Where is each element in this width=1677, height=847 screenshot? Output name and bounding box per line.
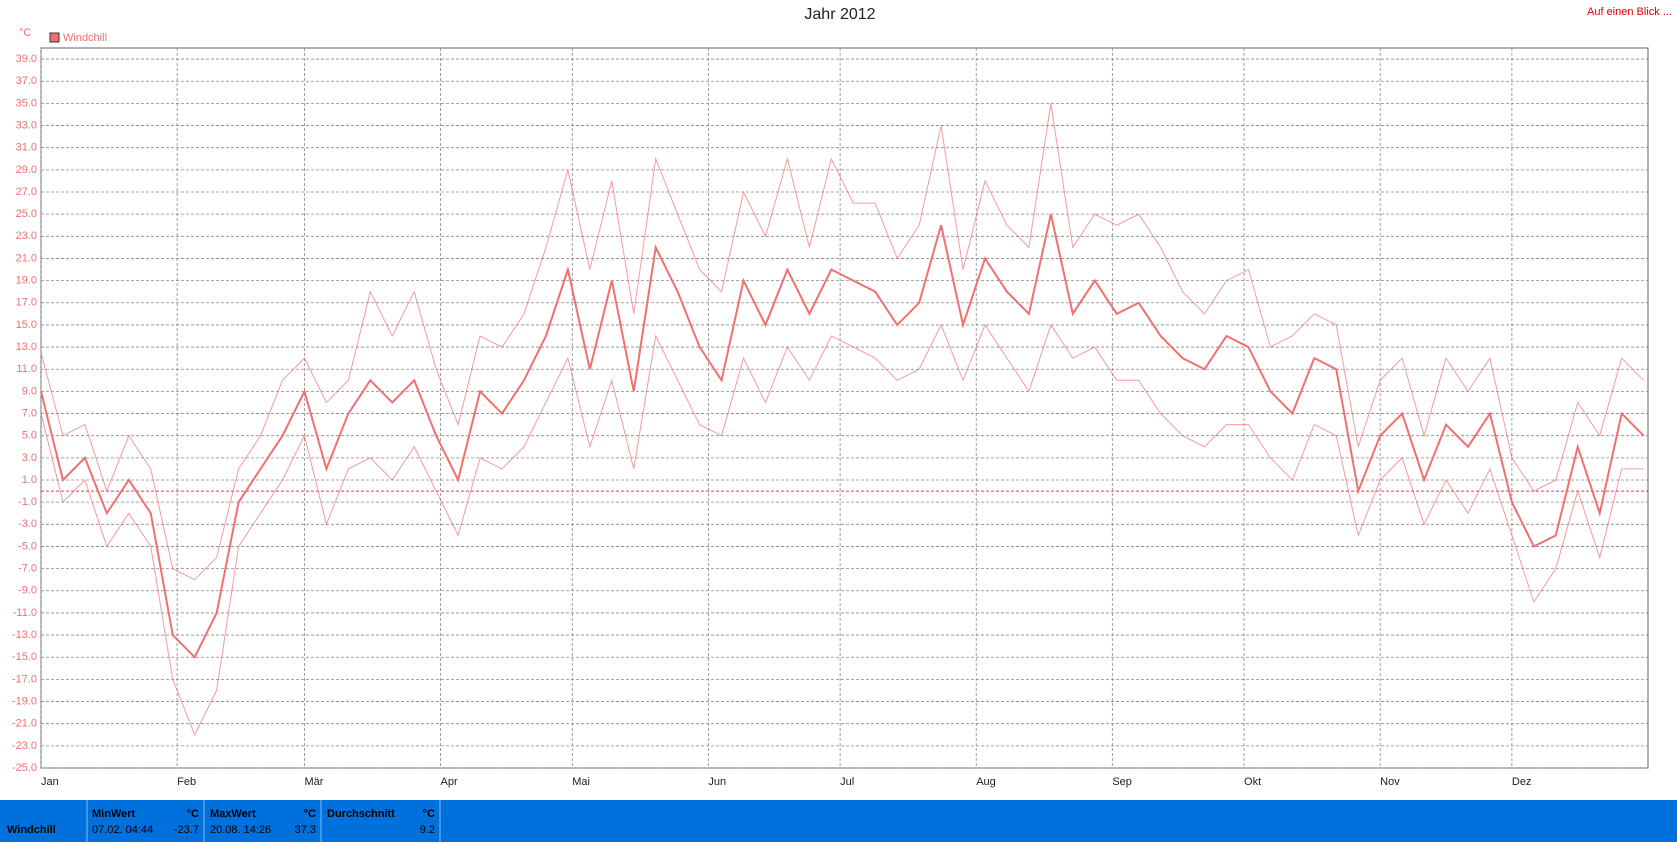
summary-title: MaxWert	[210, 808, 256, 820]
summary-row-label: Windchill	[7, 824, 56, 836]
x-tick-label: Nov	[1380, 776, 1400, 788]
x-tick-label: Okt	[1244, 776, 1261, 788]
y-tick-label: 13.0	[16, 341, 37, 353]
summary-title: Durchschnitt	[327, 808, 395, 820]
y-tick-label: 37.0	[16, 75, 37, 87]
y-tick-label: 17.0	[16, 297, 37, 309]
y-tick-label: -17.0	[12, 673, 37, 685]
y-tick-label: 39.0	[16, 53, 37, 65]
x-tick-label: Jan	[41, 776, 59, 788]
summary-title: MinWert	[92, 808, 136, 820]
plot-frame	[40, 47, 1649, 769]
legend-swatch	[49, 32, 60, 43]
y-tick-label: 11.0	[16, 363, 37, 375]
x-tick-label: Jun	[708, 776, 726, 788]
y-tick-label: 5.0	[22, 430, 37, 442]
series-line	[40, 323, 1644, 736]
summary-value: 37.3	[295, 824, 316, 836]
y-tick-label: 29.0	[16, 164, 37, 176]
summary-unit: °C	[304, 808, 316, 820]
summary-value: -23.7	[174, 824, 199, 836]
x-tick-label: Apr	[441, 776, 458, 788]
y-tick-label: 19.0	[16, 275, 37, 287]
summary-unit: °C	[423, 808, 435, 820]
summary-unit: °C	[187, 808, 199, 820]
y-tick-label: 1.0	[22, 474, 37, 486]
y-tick-label: 23.0	[16, 230, 37, 242]
overview-link[interactable]: Auf einen Blick ...	[1587, 6, 1672, 18]
y-tick-label: -3.0	[18, 518, 37, 530]
summary-bar	[0, 800, 1677, 842]
y-tick-label: -7.0	[18, 563, 37, 575]
summary-time: 07.02. 04:44	[92, 824, 153, 836]
x-tick-label: Mai	[572, 776, 590, 788]
y-tick-label: 15.0	[16, 319, 37, 331]
x-tick-label: Sep	[1112, 776, 1132, 788]
chart-title: Jahr 2012	[804, 6, 875, 23]
summary-time: 20.08. 14:26	[210, 824, 271, 836]
y-tick-label: 7.0	[22, 407, 37, 419]
x-tick-label: Dez	[1512, 776, 1532, 788]
legend-label: Windchill	[63, 32, 107, 44]
y-tick-label: -19.0	[12, 695, 37, 707]
y-tick-label: -23.0	[12, 740, 37, 752]
y-tick-label: 31.0	[16, 142, 37, 154]
unit-label: °C	[19, 27, 31, 39]
y-tick-label: -9.0	[18, 585, 37, 597]
y-tick-label: 33.0	[16, 119, 37, 131]
y-tick-label: -13.0	[12, 629, 37, 641]
y-tick-label: 25.0	[16, 208, 37, 220]
series-line	[40, 103, 1644, 581]
summary-value: 9.2	[420, 824, 435, 836]
y-tick-label: 3.0	[22, 452, 37, 464]
x-tick-label: Jul	[840, 776, 854, 788]
y-tick-label: -25.0	[12, 762, 37, 774]
y-tick-label: -15.0	[12, 651, 37, 663]
x-tick-label: Mär	[304, 776, 323, 788]
y-tick-label: -21.0	[12, 718, 37, 730]
x-tick-label: Aug	[976, 776, 996, 788]
x-tick-label: Feb	[177, 776, 196, 788]
y-tick-label: 27.0	[16, 186, 37, 198]
y-tick-label: -5.0	[18, 540, 37, 552]
y-tick-label: 35.0	[16, 97, 37, 109]
y-tick-label: -1.0	[18, 496, 37, 508]
series-line	[40, 213, 1645, 659]
y-tick-label: -11.0	[13, 607, 37, 619]
y-tick-label: 21.0	[16, 252, 37, 264]
y-tick-label: 9.0	[22, 385, 37, 397]
